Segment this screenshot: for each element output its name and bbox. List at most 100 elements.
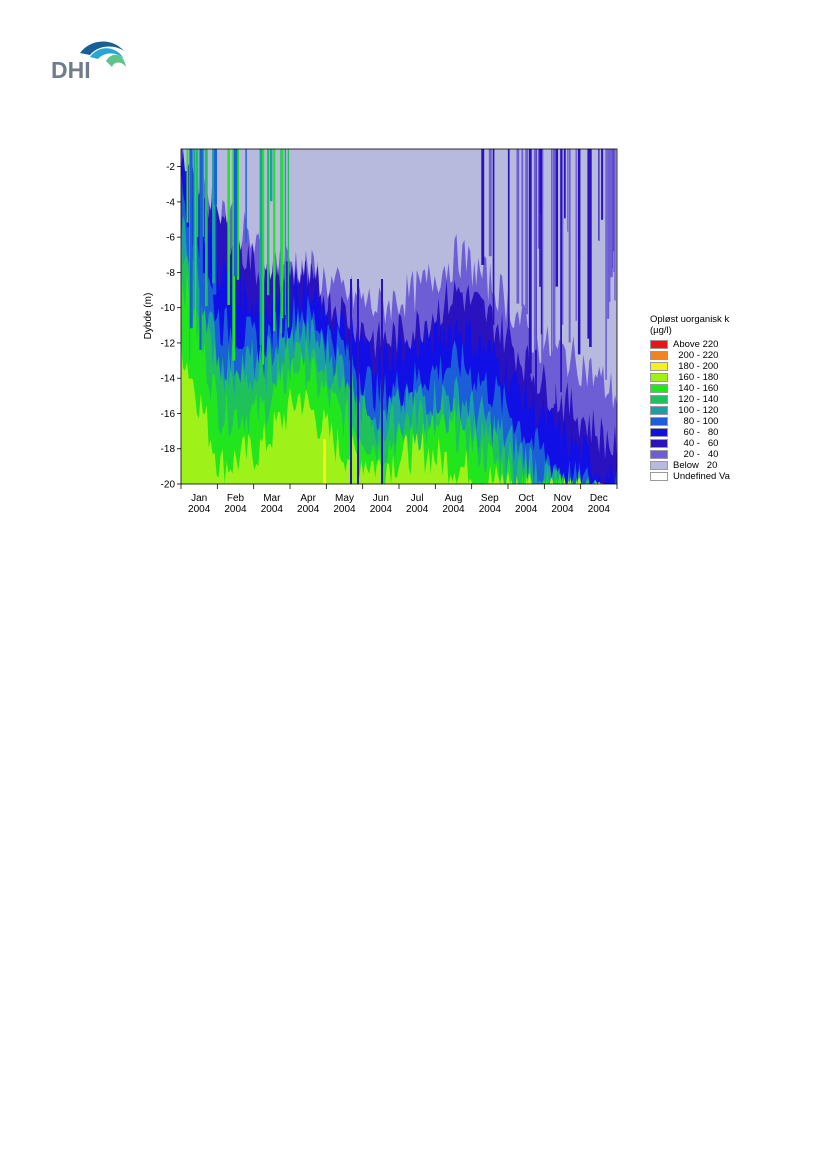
- streak: [539, 149, 541, 287]
- legend-item: 100 - 120: [650, 405, 734, 416]
- x-tick-label-month: May: [335, 493, 354, 504]
- legend-swatch: [650, 450, 668, 459]
- x-tick-label-year: 2004: [224, 504, 247, 515]
- legend-label: 100 - 120: [673, 405, 719, 416]
- legend-label: 180 - 200: [673, 361, 719, 372]
- x-tick-label-year: 2004: [406, 504, 429, 515]
- y-tick-label: -6: [166, 233, 175, 244]
- streak: [186, 149, 189, 223]
- streak: [200, 149, 203, 299]
- dhi-logo: DHI: [51, 41, 126, 83]
- y-tick-label: -18: [161, 444, 176, 455]
- legend-label: 160 - 180: [673, 372, 719, 383]
- streak: [552, 149, 556, 404]
- x-tick-label-month: Aug: [445, 493, 463, 504]
- streak: [551, 149, 553, 393]
- streak: [233, 149, 238, 276]
- streak: [357, 279, 359, 484]
- y-tick-label: -16: [161, 409, 176, 420]
- x-tick-label-year: 2004: [479, 504, 502, 515]
- legend-swatch: [650, 472, 668, 481]
- streak: [205, 149, 208, 307]
- streak: [227, 149, 230, 305]
- legend-item: 120 - 140: [650, 394, 734, 405]
- streak: [587, 149, 590, 339]
- streak: [541, 149, 544, 368]
- x-axis: Jan2004Feb2004Mar2004Apr2004May2004Jun20…: [180, 484, 618, 515]
- legend-swatch: [650, 461, 668, 470]
- streak: [492, 149, 495, 325]
- legend-item: Below 20: [650, 460, 734, 471]
- x-tick-label-year: 2004: [551, 504, 574, 515]
- streak: [528, 149, 532, 374]
- streak: [568, 149, 571, 343]
- streak: [575, 149, 577, 321]
- y-axis: -2 -4 -6 -8 -10 -12 -14 -16 -18 -20: [161, 162, 181, 491]
- streak: [560, 149, 562, 393]
- x-tick-label-year: 2004: [588, 504, 611, 515]
- streak: [608, 149, 611, 302]
- streak: [589, 149, 592, 347]
- y-tick-label: -8: [166, 268, 175, 279]
- legend-item: 160 - 180: [650, 372, 734, 383]
- legend-item: 140 - 160: [650, 383, 734, 394]
- hotspot: [323, 439, 326, 484]
- legend-swatch: [650, 428, 668, 437]
- streak: [564, 149, 566, 219]
- streak: [259, 149, 263, 346]
- streak: [540, 149, 543, 335]
- legend-swatch: [650, 373, 668, 382]
- legend-label: 20 - 40: [673, 449, 719, 460]
- streak: [613, 149, 615, 272]
- legend-title-line-1: Opløst uorganisk k: [650, 314, 730, 325]
- streak: [232, 149, 236, 361]
- legend-item: 180 - 200: [650, 361, 734, 372]
- streak: [601, 149, 604, 220]
- streak: [598, 149, 600, 241]
- streak: [555, 149, 558, 287]
- streak: [516, 149, 520, 304]
- legend-label: Undefined Va: [673, 471, 730, 482]
- x-tick-label-month: Jul: [411, 493, 424, 504]
- x-tick-label-month: Apr: [300, 493, 316, 504]
- streak: [214, 149, 217, 205]
- y-axis-label: Dybde (m): [143, 293, 154, 340]
- streak: [273, 149, 276, 332]
- streak: [567, 149, 569, 232]
- legend-label: 140 - 160: [673, 383, 719, 394]
- y-tick-label: -14: [161, 374, 176, 385]
- x-tick-label-month: Dec: [590, 493, 608, 504]
- x-tick-label-month: Nov: [554, 493, 572, 504]
- legend-item: 20 - 40: [650, 449, 734, 460]
- streak: [562, 149, 564, 325]
- y-tick-label: -4: [166, 197, 175, 208]
- streak: [481, 149, 485, 265]
- legend-item: Undefined Va: [650, 471, 734, 482]
- legend-swatch: [650, 351, 668, 360]
- streak: [267, 149, 270, 296]
- legend-swatch: [650, 417, 668, 426]
- legend-item: 60 - 80: [650, 427, 734, 438]
- streak: [577, 149, 581, 355]
- x-tick-label-year: 2004: [297, 504, 320, 515]
- logo-text: DHI: [51, 57, 91, 83]
- legend-label: 120 - 140: [673, 394, 719, 405]
- streak: [488, 149, 492, 257]
- legend-item: 80 - 100: [650, 416, 734, 427]
- x-tick-label-month: Jun: [373, 493, 389, 504]
- logo-wave-3: [106, 54, 126, 67]
- streak: [212, 149, 215, 284]
- x-tick-label-year: 2004: [261, 504, 284, 515]
- legend-swatch: [650, 406, 668, 415]
- streak: [614, 149, 616, 301]
- legend-swatch: [650, 384, 668, 393]
- streak: [525, 149, 528, 315]
- streak: [189, 149, 191, 360]
- legend-label: 80 - 100: [673, 416, 719, 427]
- streak: [245, 149, 247, 243]
- streak: [605, 149, 607, 380]
- streak: [196, 149, 199, 238]
- legend-label: Above 220: [673, 339, 719, 350]
- legend-swatch: [650, 340, 668, 349]
- streak: [189, 149, 193, 329]
